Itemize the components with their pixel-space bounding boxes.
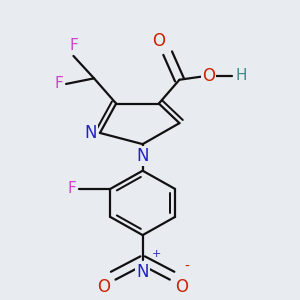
- Text: +: +: [152, 250, 161, 260]
- Text: N: N: [136, 263, 149, 281]
- Text: O: O: [202, 67, 215, 85]
- Text: O: O: [175, 278, 188, 296]
- Text: F: F: [67, 182, 76, 196]
- Text: H: H: [236, 68, 247, 83]
- Text: F: F: [54, 76, 63, 92]
- Text: O: O: [152, 32, 165, 50]
- Text: N: N: [85, 124, 97, 142]
- Text: F: F: [69, 38, 78, 53]
- Text: O: O: [97, 278, 110, 296]
- Text: N: N: [136, 147, 149, 165]
- Text: -: -: [185, 260, 190, 274]
